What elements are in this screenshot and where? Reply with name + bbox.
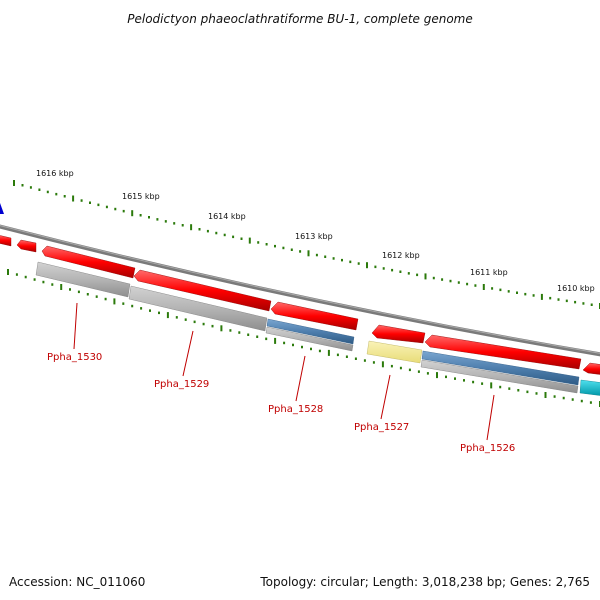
- cds-arrow[interactable]: [133, 269, 272, 312]
- kbp-label: 1612 kbp: [382, 251, 420, 260]
- feature-bar-grey[interactable]: [265, 326, 354, 352]
- feature-bar-blue[interactable]: [266, 318, 355, 345]
- gene-label[interactable]: Ppha_1526: [460, 443, 515, 454]
- cds-arrow[interactable]: [0, 235, 12, 247]
- page-title: Pelodictyon phaeoclathratiforme BU-1, co…: [127, 12, 473, 26]
- feature-bar-grey[interactable]: [420, 359, 579, 394]
- accession-text: Accession: NC_011060: [9, 575, 145, 589]
- cds-arrow[interactable]: [16, 239, 37, 253]
- genome-summary-text: Topology: circular; Length: 3,018,238 bp…: [259, 575, 590, 589]
- leader-line: [380, 374, 391, 420]
- strand-marker-icon: [0, 203, 4, 214]
- kbp-label: 1616 kbp: [36, 169, 74, 178]
- feature-bar-grey[interactable]: [35, 261, 131, 298]
- kbp-label: 1615 kbp: [122, 192, 160, 201]
- gene-label[interactable]: Ppha_1528: [268, 404, 323, 415]
- leader-line: [486, 394, 495, 441]
- kbp-tick-row: [13, 180, 600, 309]
- gene-label[interactable]: Ppha_1529: [154, 379, 209, 390]
- gene-label[interactable]: Ppha_1530: [47, 352, 102, 363]
- cds-arrow[interactable]: [41, 245, 136, 279]
- gene-leader-lines: [73, 302, 495, 441]
- leader-line: [295, 355, 306, 402]
- gene-label[interactable]: Ppha_1527: [354, 422, 409, 433]
- kbp-label: 1610 kbp: [557, 284, 595, 293]
- leader-line: [73, 302, 78, 350]
- kbp-label: 1613 kbp: [295, 232, 333, 241]
- kbp-label: 1614 kbp: [208, 212, 246, 221]
- genome-backbone: [0, 224, 600, 357]
- kbp-label: 1611 kbp: [470, 268, 508, 277]
- cds-arrow[interactable]: [582, 362, 600, 375]
- feature-bar-yellow[interactable]: [366, 340, 423, 364]
- cds-arrow[interactable]: [424, 334, 582, 370]
- cds-arrow[interactable]: [270, 301, 359, 331]
- cds-arrow[interactable]: [371, 324, 426, 344]
- feature-bar-cyan[interactable]: [579, 379, 600, 396]
- genome-backbone-highlight: [0, 225, 600, 354]
- feature-bar-blue[interactable]: [421, 350, 580, 386]
- cds-track: [0, 235, 600, 375]
- leader-line: [182, 330, 194, 377]
- feature-bar-grey[interactable]: [128, 285, 268, 332]
- feature-track: [35, 261, 600, 396]
- inner-tick-row: [7, 269, 600, 407]
